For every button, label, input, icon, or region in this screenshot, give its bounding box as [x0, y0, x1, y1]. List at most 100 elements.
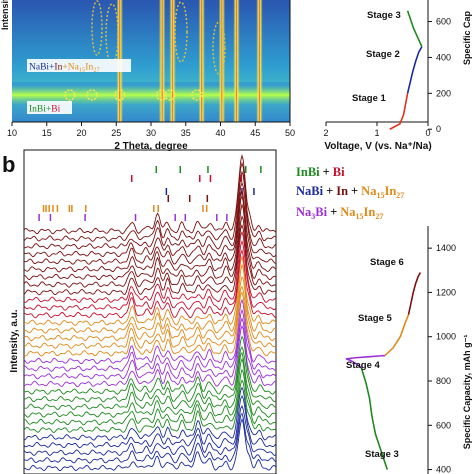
xrd-pattern [23, 181, 277, 258]
peak-line-2 [169, 0, 176, 122]
label-na: Na [68, 63, 80, 73]
voltage-curve-b-0 [360, 367, 389, 470]
xrd-patterns [23, 153, 277, 472]
xrd-pattern [23, 161, 277, 242]
capacity-b-tick-label: 1000 [436, 332, 456, 342]
peak-line-3 [198, 0, 205, 122]
voltage-x-ticks: 2 1 0 [323, 122, 431, 138]
legend-in-2: In [384, 184, 396, 198]
stage-4-label: Stage 4 [346, 360, 381, 371]
voltage-curves-top [389, 10, 423, 130]
label-inbi: InBi [29, 105, 46, 115]
svg-text:NaBi+In+Na15In27: NaBi+In+Na15In27 [296, 184, 404, 200]
label-sub-27: 27 [93, 67, 100, 74]
reflection-marker-4 [164, 89, 176, 101]
legend-bi-2: Bi [315, 205, 327, 219]
xrd-panel: Intensity, a.u. [9, 149, 277, 474]
svg-text:InBi+Bi: InBi+Bi [296, 165, 345, 179]
voltage-curve-b-1 [345, 354, 385, 369]
stage-6-label: Stage 6 [370, 257, 404, 268]
stage-1-label: Stage 1 [352, 93, 387, 104]
legend-sub-3: 3 [311, 212, 315, 221]
label-plus: + [46, 105, 51, 115]
xrd-pattern [23, 351, 277, 410]
highlight-ellipse-4 [212, 21, 226, 75]
legend-plus: + [323, 165, 330, 179]
xrd-pattern [23, 248, 277, 319]
xrd-pattern [23, 239, 277, 311]
xrd-pattern [23, 194, 277, 273]
capacity-b-tick-label: 800 [436, 376, 451, 386]
inbi-label-box [27, 101, 72, 114]
peak-line-6 [256, 0, 263, 122]
xrd-pattern [23, 291, 277, 357]
heatmap-x-tick-label: 35 [181, 128, 191, 138]
highlight-ellipse-3 [174, 1, 188, 63]
reflection-marker-5 [191, 89, 203, 101]
svg-text:Na3Bi+Na15In27: Na3Bi + Na15In27 [296, 205, 383, 221]
xrd-pattern [23, 386, 277, 441]
nabi-phase-label: NaBi+In+Na15In27 [27, 59, 131, 74]
heatmap-x-tick-label: 30 [146, 128, 156, 138]
capacity-b-tick-label: 400 [436, 465, 451, 474]
xrd-pattern [23, 394, 277, 449]
label-plus: + [62, 63, 67, 73]
xrd-pattern [23, 317, 277, 380]
xrd-legend: InBi + Bi NaBi + In + Na15In27 Na3Bi + Na15In27 [296, 165, 404, 221]
xrd-pattern [23, 405, 277, 457]
xrd-pattern [23, 368, 277, 426]
heatmap-x-tick-label: 50 [285, 128, 295, 138]
xrd-plot-frame [23, 149, 277, 474]
capacity-b-tick-label: 1200 [436, 287, 456, 297]
voltage-profile-top: 2 1 0 0 200 400 600 Stage 1 Stage 2 Stage 3 V… [323, 0, 472, 152]
capacity-y-tick-label: 600 [436, 17, 451, 27]
xrd-pattern [23, 275, 277, 342]
heatmap-x-tick-label: 25 [111, 128, 121, 138]
heatmap-panel: NaBi+In+Na15In27 InBi+Bi 10 15 20 25 30 35 40 4… [0, 0, 295, 152]
voltage-x-tick-label: 1 [374, 128, 379, 138]
legend-plus: + [330, 205, 337, 219]
capacity-y-tick-label: 200 [436, 88, 451, 98]
reflection-marker-0 [63, 89, 76, 101]
capacity-y-tick-label: 0 [436, 124, 441, 134]
reflection-marker-2 [114, 89, 126, 101]
voltage-axis-title: Voltage, V (vs. Na⁺/Na) [324, 141, 431, 152]
stage-2-label: Stage 2 [366, 49, 400, 60]
reflection-marker-3 [155, 89, 168, 101]
legend-plus: + [351, 184, 358, 198]
legend-sub-15-2: 15 [356, 212, 364, 221]
legend-nabi: NaBi [296, 184, 324, 198]
capacity-b-tick-label: 1400 [436, 243, 456, 253]
xrd-pattern [23, 189, 277, 265]
voltage-x-tick-label: 0 [425, 128, 430, 138]
capacity-axis-title-b: Specific Capacity, mAh g⁻¹ [462, 335, 472, 450]
svg-text:InBi+Bi: InBi+Bi [29, 105, 61, 115]
heatmap-x-tick-label: 15 [42, 128, 52, 138]
label-nabi: NaBi [29, 63, 49, 73]
legend-na3bi: Na [296, 205, 312, 219]
xrd-pattern [23, 215, 277, 288]
stage-3-label-b: Stage 3 [365, 449, 399, 460]
xrd-pattern [23, 379, 277, 433]
legend-na: Na [361, 184, 377, 198]
voltage-curves-b [345, 272, 422, 470]
xrd-pattern [23, 223, 277, 296]
xrd-pattern [23, 418, 277, 472]
legend-in: In [336, 184, 348, 198]
voltage-curve-top-2 [406, 10, 423, 47]
capacity-axis-title-top: Specific Cap [462, 10, 472, 65]
xrd-y-axis-title: Intensity, a.u. [9, 309, 20, 372]
label-plus: + [49, 63, 54, 73]
xrd-pattern [23, 357, 277, 418]
label-sub-15: 15 [79, 67, 86, 74]
heatmap-x-tick-label: 20 [76, 128, 86, 138]
xrd-pattern [23, 298, 277, 365]
xrd-pattern [23, 153, 277, 235]
legend-sub-27: 27 [396, 191, 404, 200]
voltage-x-tick-label: 2 [323, 128, 328, 138]
legend-inbi: InBi [296, 165, 320, 179]
panel-b-label: b [2, 152, 15, 177]
peak-line-4 [218, 0, 225, 122]
legend-sub-27-2: 27 [375, 212, 383, 221]
peak-line-1 [159, 0, 166, 122]
